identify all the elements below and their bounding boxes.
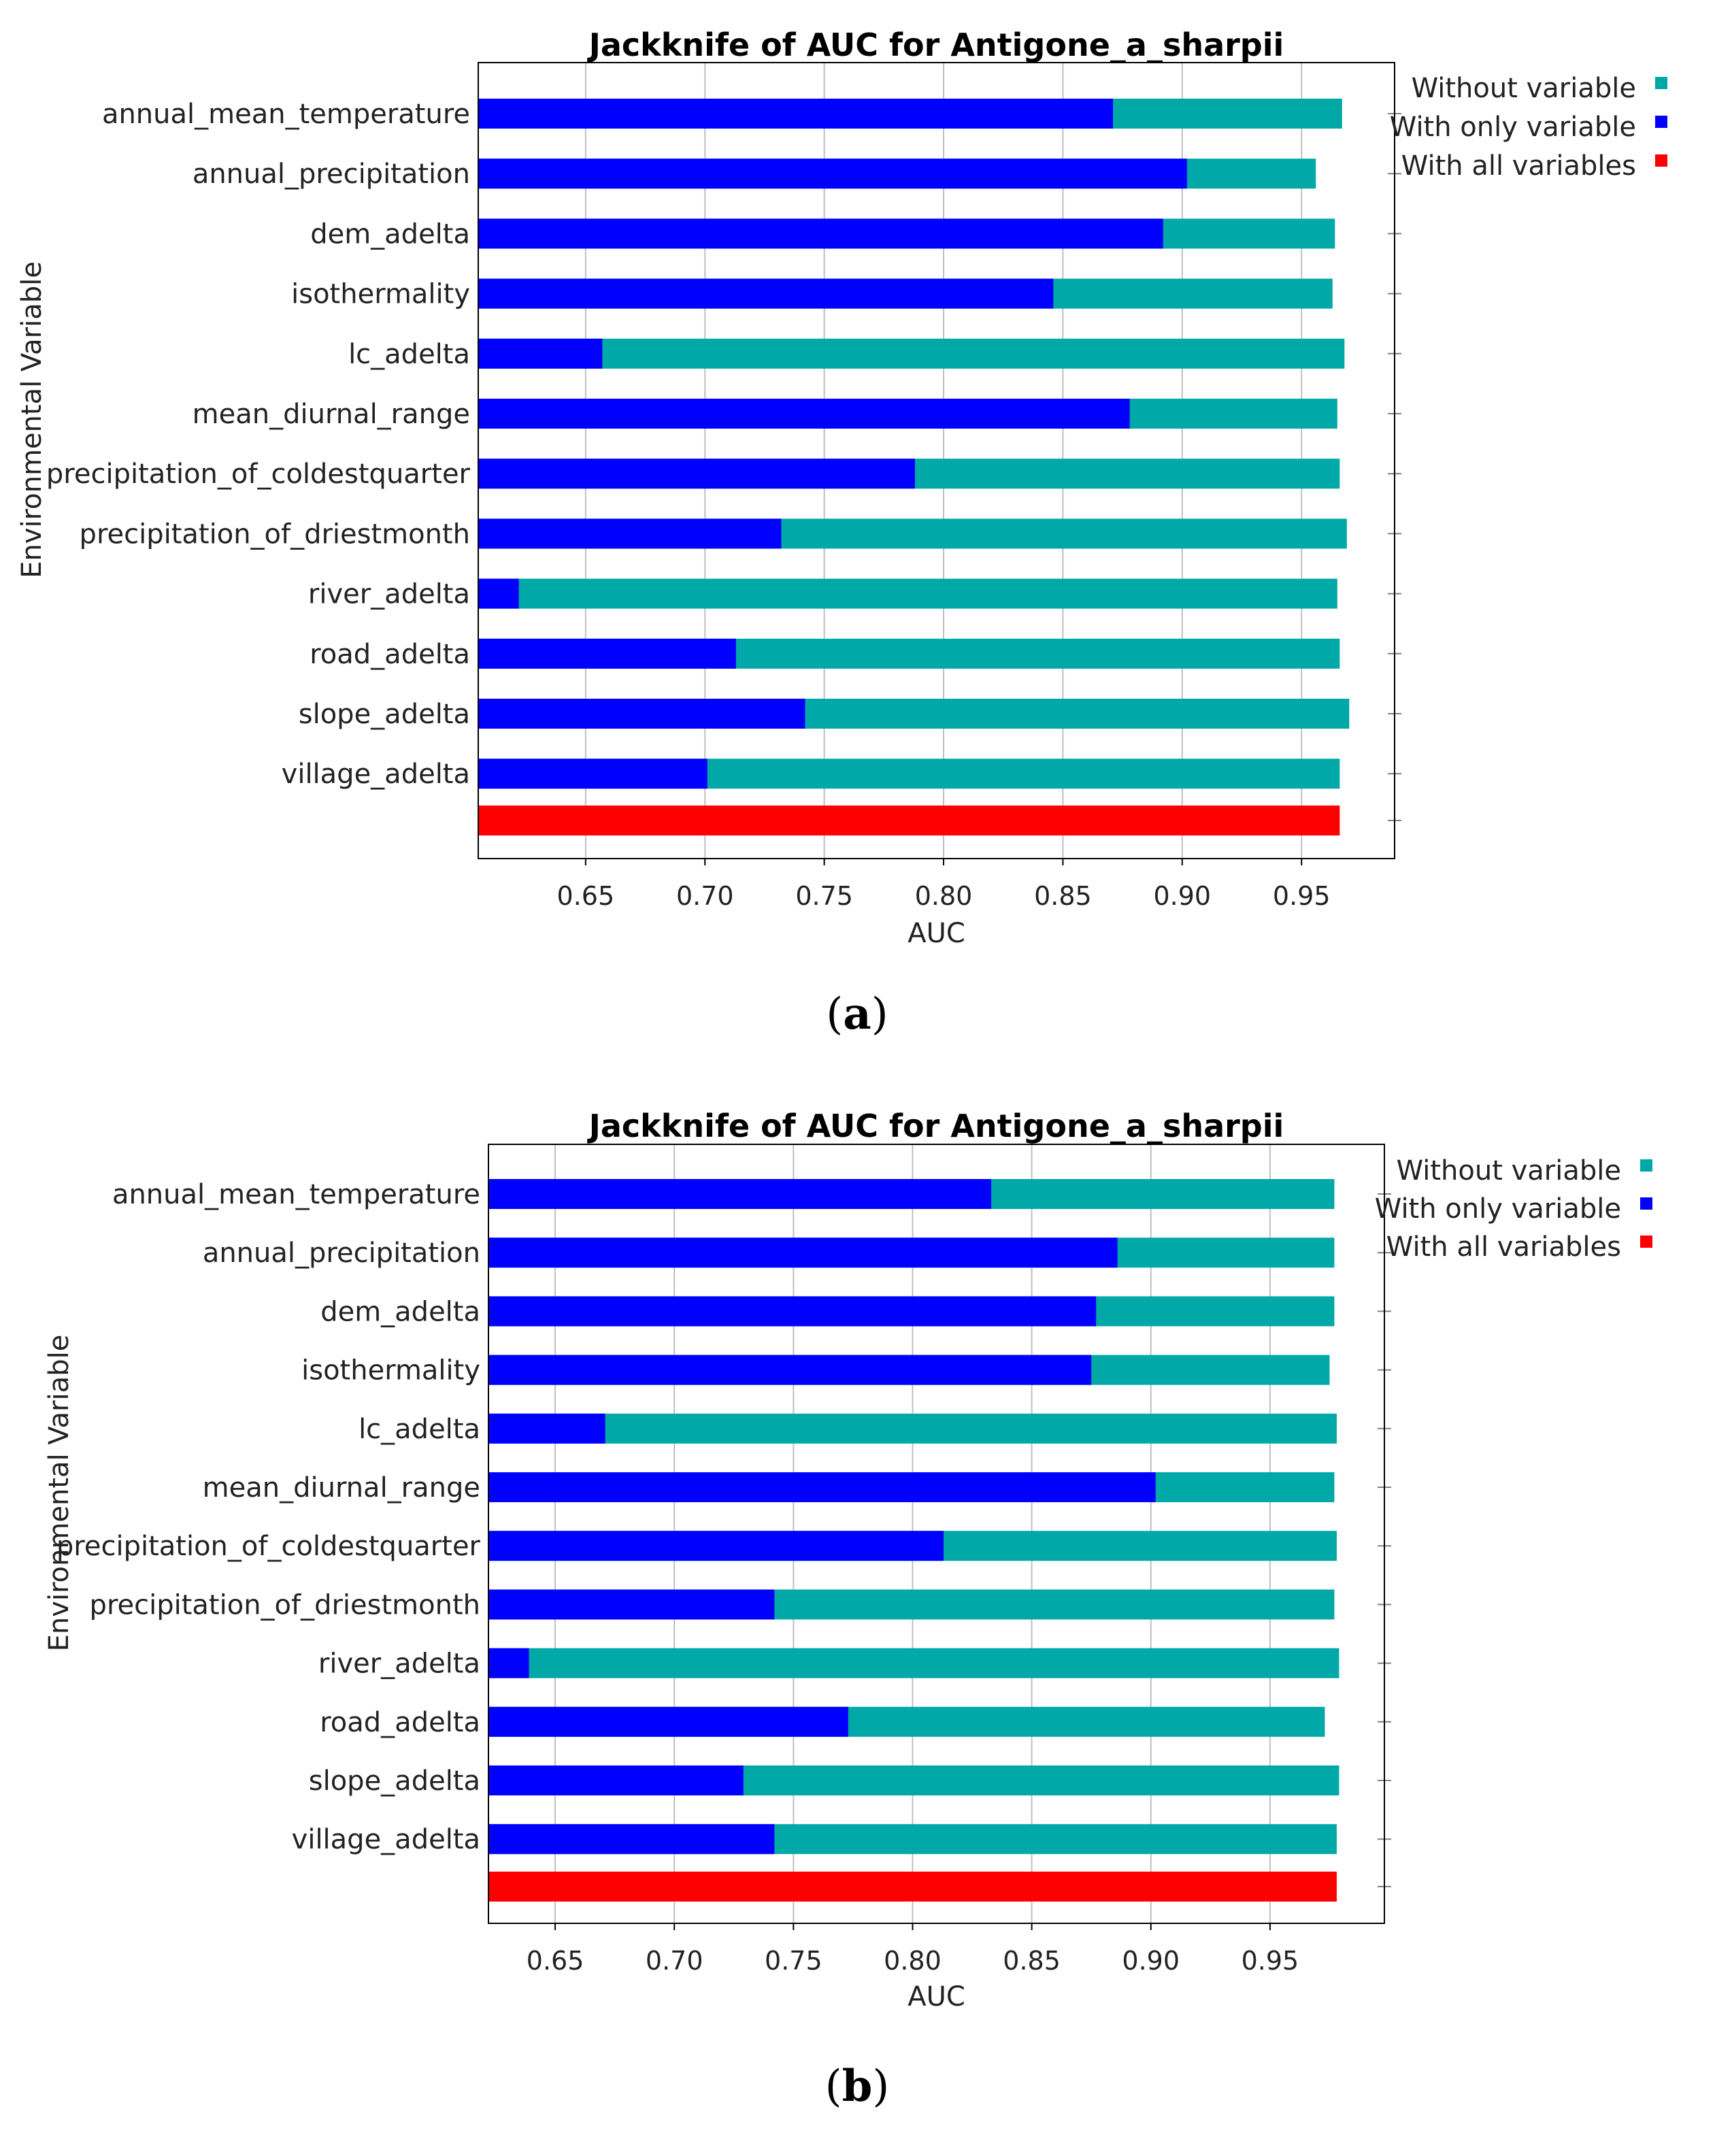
legend-label: Without variable xyxy=(1397,1155,1621,1187)
legend-swatch xyxy=(1655,116,1667,128)
category-label: annual_mean_temperature xyxy=(112,1179,480,1210)
chart-a: 0.65 0.70 0.75 0.80 0.85 0.90 0.95 annual_mean_… xyxy=(16,27,1667,1040)
bar-with-only-variable xyxy=(488,1355,1092,1385)
chart-panel-a: 0.65 0.70 0.75 0.80 0.85 0.90 0.95 annual_mean_… xyxy=(16,27,1667,1040)
bar-with-only-variable xyxy=(488,1706,848,1737)
category-label: village_adelta xyxy=(292,1824,480,1855)
bar-without-variable xyxy=(488,1413,1337,1444)
x-tick-label: 0.85 xyxy=(1034,881,1092,911)
panel-caption: (a) xyxy=(826,989,888,1040)
category-label: precipitation_of_coldestquarter xyxy=(56,1531,481,1562)
bar-with-only-variable xyxy=(488,1238,1118,1268)
legend-label: With only variable xyxy=(1375,1193,1621,1225)
category-label: isothermality xyxy=(291,279,470,310)
bar-with-only-variable xyxy=(488,1824,775,1855)
x-tick-label: 0.75 xyxy=(795,881,853,911)
legend-label: With only variable xyxy=(1390,112,1636,143)
category-label: dem_adelta xyxy=(310,218,470,250)
category-label: precipitation_of_driestmonth xyxy=(80,518,470,550)
bar-with-all-variables xyxy=(478,806,1340,835)
bar-with-only-variable xyxy=(478,278,1054,309)
bar-with-only-variable xyxy=(478,399,1130,429)
x-tick-label: 0.65 xyxy=(557,881,615,911)
bar-with-only-variable xyxy=(478,459,915,489)
x-tick-label: 0.75 xyxy=(765,1946,822,1976)
category-label: village_adelta xyxy=(282,759,470,790)
category-label: isothermality xyxy=(301,1355,480,1387)
x-axis-label: AUC xyxy=(908,1981,965,2012)
bar-with-only-variable xyxy=(478,638,736,669)
category-label: annual_precipitation xyxy=(193,159,470,190)
plot-frame xyxy=(478,62,1395,859)
category-label: precipitation_of_driestmonth xyxy=(90,1589,480,1621)
bar-with-only-variable xyxy=(478,518,782,549)
bar-with-only-variable xyxy=(478,759,707,789)
bar-with-only-variable xyxy=(488,1472,1156,1502)
bar-with-only-variable xyxy=(488,1531,944,1561)
legend-swatch xyxy=(1640,1159,1652,1172)
bar-without-variable xyxy=(478,578,1337,609)
bar-with-only-variable xyxy=(478,218,1163,249)
chart-panel-b: 0.65 0.70 0.75 0.80 0.85 0.90 0.95 annual_mean_… xyxy=(0,1078,1715,2156)
panel-caption: (b) xyxy=(825,2061,890,2112)
category-label: precipitation_of_coldestquarter xyxy=(46,459,471,490)
category-label: river_adelta xyxy=(308,579,470,610)
bar-with-only-variable xyxy=(488,1765,744,1795)
x-axis-label: AUC xyxy=(908,918,965,949)
bar-with-only-variable xyxy=(478,159,1187,189)
category-label: road_adelta xyxy=(320,1707,480,1738)
category-label: mean_diurnal_range xyxy=(193,399,470,430)
legend-swatch xyxy=(1640,1235,1652,1248)
bar-with-only-variable xyxy=(478,338,603,369)
category-label: lc_adelta xyxy=(359,1414,480,1445)
category-label: dem_adelta xyxy=(320,1296,480,1327)
x-tick-label: 0.80 xyxy=(915,881,973,911)
category-label: annual_precipitation xyxy=(203,1238,480,1269)
bar-with-only-variable xyxy=(488,1589,775,1620)
category-label: slope_adelta xyxy=(309,1765,480,1797)
x-tick-label: 0.85 xyxy=(1003,1946,1061,1976)
chart-title: Jackknife of AUC for Antigone_a_sharpii xyxy=(587,27,1284,63)
category-label: mean_diurnal_range xyxy=(203,1472,480,1504)
legend-label: With all variables xyxy=(1401,150,1636,182)
x-tick-label: 0.95 xyxy=(1242,1946,1299,1976)
x-tick-label: 0.70 xyxy=(646,1946,703,1976)
x-tick-label: 0.65 xyxy=(527,1946,584,1976)
chart-b: 0.65 0.70 0.75 0.80 0.85 0.90 0.95 annual_mean_… xyxy=(44,1108,1652,2112)
legend-swatch xyxy=(1640,1197,1652,1210)
y-axis-label: Environmental Variable xyxy=(16,261,48,578)
legend-swatch xyxy=(1655,154,1667,167)
category-label: lc_adelta xyxy=(348,339,470,370)
bar-with-only-variable xyxy=(488,1648,529,1678)
legend-label: Without variable xyxy=(1412,73,1636,104)
legend-label: With all variables xyxy=(1386,1231,1621,1263)
bar-without-variable xyxy=(488,1648,1339,1678)
bar-with-only-variable xyxy=(488,1179,992,1209)
bar-with-only-variable xyxy=(488,1296,1097,1327)
x-tick-label: 0.90 xyxy=(1122,1946,1180,1976)
bar-with-only-variable xyxy=(478,99,1114,129)
category-label: slope_adelta xyxy=(299,699,470,730)
bar-with-all-variables xyxy=(488,1872,1337,1902)
bar-with-only-variable xyxy=(478,699,805,729)
x-tick-label: 0.80 xyxy=(884,1946,942,1976)
x-tick-label: 0.70 xyxy=(676,881,734,911)
category-label: river_adelta xyxy=(318,1648,480,1680)
bar-with-only-variable xyxy=(478,578,519,609)
plot-frame xyxy=(488,1144,1385,1924)
x-tick-label: 0.90 xyxy=(1154,881,1212,911)
legend-swatch xyxy=(1655,77,1667,89)
category-label: road_adelta xyxy=(310,639,470,670)
bar-with-only-variable xyxy=(488,1413,605,1444)
x-tick-label: 0.95 xyxy=(1273,881,1331,911)
y-axis-label: Environmental Variable xyxy=(44,1335,75,1652)
chart-title: Jackknife of AUC for Antigone_a_sharpii xyxy=(587,1108,1284,1144)
category-label: annual_mean_temperature xyxy=(102,99,470,130)
bar-without-variable xyxy=(478,338,1345,369)
